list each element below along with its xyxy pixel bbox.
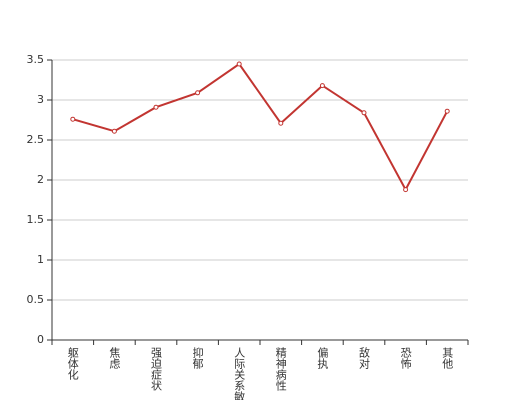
x-tick-label: 偏执 — [316, 346, 329, 370]
x-tick-label: 抑郁 — [191, 346, 204, 369]
point — [278, 120, 284, 126]
y-tick-label: 3 — [37, 93, 44, 106]
y-tick-label: 2.5 — [27, 133, 45, 146]
x-tick-label: 精神病性 — [274, 347, 287, 392]
point — [70, 116, 76, 122]
x-tick-label: 敌对 — [358, 346, 371, 369]
x-tick-label: 躯体化 — [66, 347, 79, 381]
y-tick-label: 0 — [37, 333, 44, 346]
point — [319, 83, 325, 89]
point — [153, 104, 159, 110]
point — [444, 108, 450, 114]
x-tick-label: 强迫症状 — [150, 347, 163, 391]
point — [236, 61, 242, 67]
y-tick-label: 1 — [37, 253, 44, 266]
x-tick-label: 恐怖 — [399, 347, 412, 369]
x-tick-label: 焦虑 — [108, 347, 121, 369]
x-tick-label: 人际关系敏感 — [233, 347, 246, 400]
point — [361, 110, 367, 116]
point — [403, 187, 409, 193]
y-tick-label: 2 — [37, 173, 44, 186]
line — [72, 62, 449, 192]
x-tick-label: 其他 — [441, 347, 454, 369]
y-tick-label: 3.5 — [27, 53, 45, 66]
point — [195, 90, 201, 96]
y-tick-label: 0.5 — [27, 293, 45, 306]
point — [111, 128, 117, 134]
y-tick-label: 1.5 — [27, 213, 45, 226]
